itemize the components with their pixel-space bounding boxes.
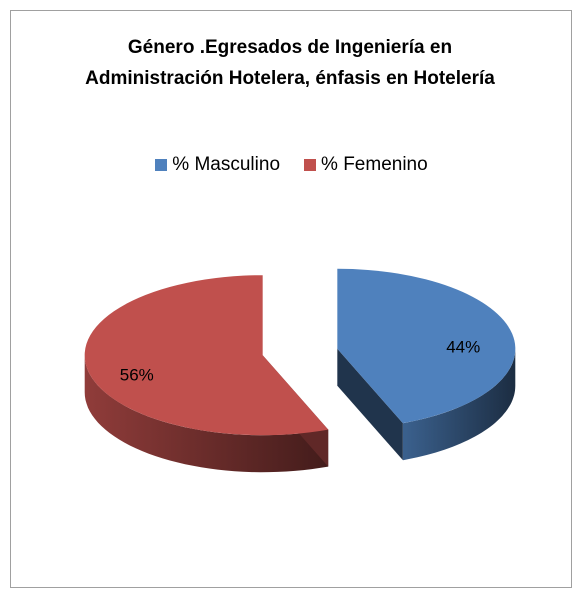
chart-title: Género .Egresados de Ingeniería en Admin… xyxy=(85,37,495,89)
slice-group xyxy=(337,268,516,461)
legend-label: % Masculino xyxy=(172,154,281,175)
slice-side xyxy=(84,355,329,473)
legend-item: % Masculino xyxy=(155,154,280,176)
slice-cut xyxy=(337,348,403,461)
legend-swatch xyxy=(155,159,168,171)
legend-swatch xyxy=(304,159,317,171)
slice xyxy=(84,275,329,436)
legend: % Masculino % Femenino xyxy=(0,154,583,177)
slice-side xyxy=(402,348,516,461)
slice-group xyxy=(84,275,329,473)
legend-label: % Femenino xyxy=(321,154,428,175)
data-label: 56% xyxy=(120,365,154,384)
slice xyxy=(337,268,516,424)
legend-item: % Femenino xyxy=(304,154,428,176)
data-label: 44% xyxy=(446,337,480,356)
chart-frame xyxy=(10,10,572,588)
